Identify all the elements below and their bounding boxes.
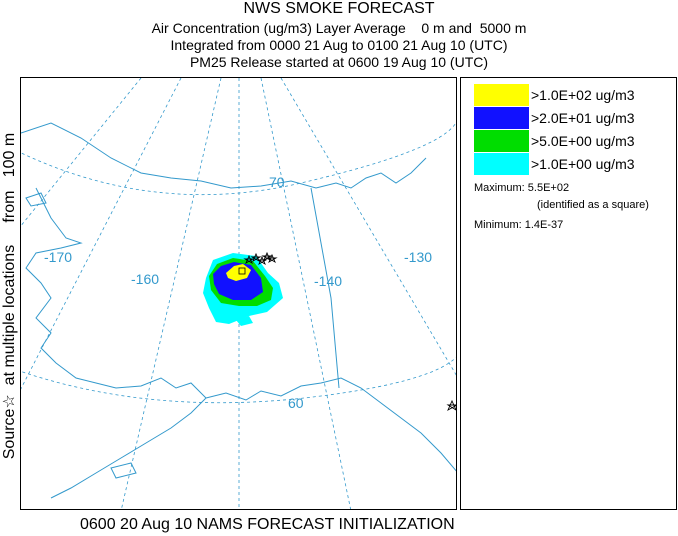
maximum-value: Maximum: 5.5E+02 xyxy=(474,182,570,194)
max-concentration-square xyxy=(238,267,246,275)
source-star-4 xyxy=(261,251,273,262)
legend-swatch-yellow xyxy=(474,84,529,106)
legend-item: >1.0E+00 ug/m3 xyxy=(474,153,674,175)
latitude-70-line xyxy=(21,121,456,196)
smoke-plume xyxy=(203,253,283,326)
legend-label: >5.0E+00 ug/m3 xyxy=(531,133,635,149)
longitude-170-line xyxy=(21,78,182,390)
source-location-label: Source☆ at multiple locations from 100 m xyxy=(1,132,18,460)
source-star-5 xyxy=(266,253,278,264)
subtitle-release-start: PM25 Release started at 0600 19 Aug 10 (… xyxy=(189,54,489,70)
map-canvas xyxy=(21,78,456,509)
legend-item: >2.0E+01 ug/m3 xyxy=(474,107,674,129)
plume-small-cyan xyxy=(236,316,253,326)
subtitle-layer-average: Air Concentration (ug/m3) Layer Average … xyxy=(151,20,527,36)
maximum-note: (identified as a square) xyxy=(537,199,649,211)
longitude-140-line xyxy=(260,78,351,509)
legend-swatch-green xyxy=(474,130,529,152)
islands-south xyxy=(110,462,137,479)
lat-60-label: 60 xyxy=(288,395,304,411)
minimum-value: Minimum: 1.4E-37 xyxy=(474,219,564,231)
arctic-coast xyxy=(21,122,427,189)
west-coast xyxy=(25,187,207,499)
coastline xyxy=(21,122,456,499)
forecast-initialization-footer: 0600 20 Aug 10 NAMS FORECAST INITIALIZAT… xyxy=(80,516,455,533)
canada-border xyxy=(310,187,340,389)
graticule xyxy=(21,78,456,509)
legend-item: >1.0E+02 ug/m3 xyxy=(474,84,674,106)
islands-west xyxy=(25,192,47,207)
source-star-2 xyxy=(250,252,262,263)
lat-70-label: 70 xyxy=(269,174,285,190)
legend-item: >5.0E+00 ug/m3 xyxy=(474,130,674,152)
longitude-160-line xyxy=(121,78,222,509)
legend-panel: >1.0E+02 ug/m3 >2.0E+01 ug/m3 >5.0E+00 u… xyxy=(460,77,677,510)
fire-sources xyxy=(243,251,456,412)
smoke-map[interactable]: -170 -160 -140 -130 70 60 xyxy=(20,77,457,510)
source-star-1 xyxy=(243,254,255,265)
plume-blue xyxy=(213,262,263,300)
lon-130-label: -130 xyxy=(404,249,433,265)
subtitle-integration-period: Integrated from 0000 21 Aug to 0100 21 A… xyxy=(170,37,508,53)
source-star-6 xyxy=(446,399,456,412)
legend-label: >2.0E+01 ug/m3 xyxy=(531,110,635,126)
legend-label: >1.0E+00 ug/m3 xyxy=(531,156,635,172)
legend-swatch-cyan xyxy=(474,153,529,175)
latitude-60-line xyxy=(21,356,456,404)
legend-label: >1.0E+02 ug/m3 xyxy=(531,87,635,103)
source-star-3 xyxy=(256,255,268,266)
lon-140-label: -140 xyxy=(314,273,343,289)
lon-170-label: -170 xyxy=(44,249,73,265)
longitude-180-line xyxy=(21,78,142,227)
forecast-title: NWS SMOKE FORECAST xyxy=(243,0,435,17)
lon-160-label: -160 xyxy=(131,271,160,287)
legend-swatch-blue xyxy=(474,107,529,129)
gulf-coast xyxy=(205,377,456,472)
longitude-130-line xyxy=(280,78,456,376)
